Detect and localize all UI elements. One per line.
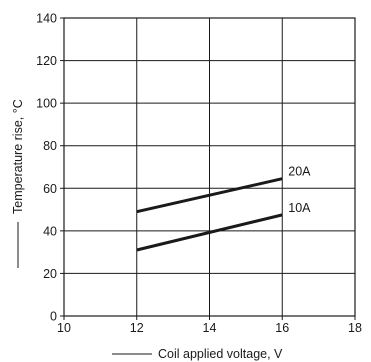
- y-tick-label: 60: [43, 182, 57, 196]
- series-label-10a: 10A: [288, 201, 311, 215]
- y-tick-label: 0: [50, 310, 57, 324]
- grid-layer: [64, 18, 355, 316]
- y-tick-label: 120: [36, 54, 57, 68]
- x-tick-label: 10: [57, 321, 71, 335]
- y-axis-title-group: Temperature rise, °C: [11, 99, 25, 268]
- y-tick-label: 100: [36, 97, 57, 111]
- x-tick-label: 18: [348, 321, 362, 335]
- x-tick-label: 12: [130, 321, 144, 335]
- tick-layer: 10 12 14 16 18 0 20 40 60 80 100 120 140: [36, 12, 362, 336]
- series-layer: 20A 10A: [136, 165, 311, 252]
- x-tick-label: 14: [203, 321, 217, 335]
- y-tick-label: 40: [43, 224, 57, 238]
- y-tick-label: 20: [43, 267, 57, 281]
- y-axis-label: Temperature rise, °C: [11, 99, 25, 214]
- x-axis-title-group: Coil applied voltage, V: [112, 347, 283, 361]
- y-tick-label: 140: [36, 12, 57, 26]
- series-label-20a: 20A: [288, 165, 311, 179]
- series-line-20a: [136, 177, 283, 214]
- x-tick-label: 16: [275, 321, 289, 335]
- x-axis-label: Coil applied voltage, V: [158, 347, 283, 361]
- y-tick-label: 80: [43, 139, 57, 153]
- series-line-10a: [136, 213, 283, 252]
